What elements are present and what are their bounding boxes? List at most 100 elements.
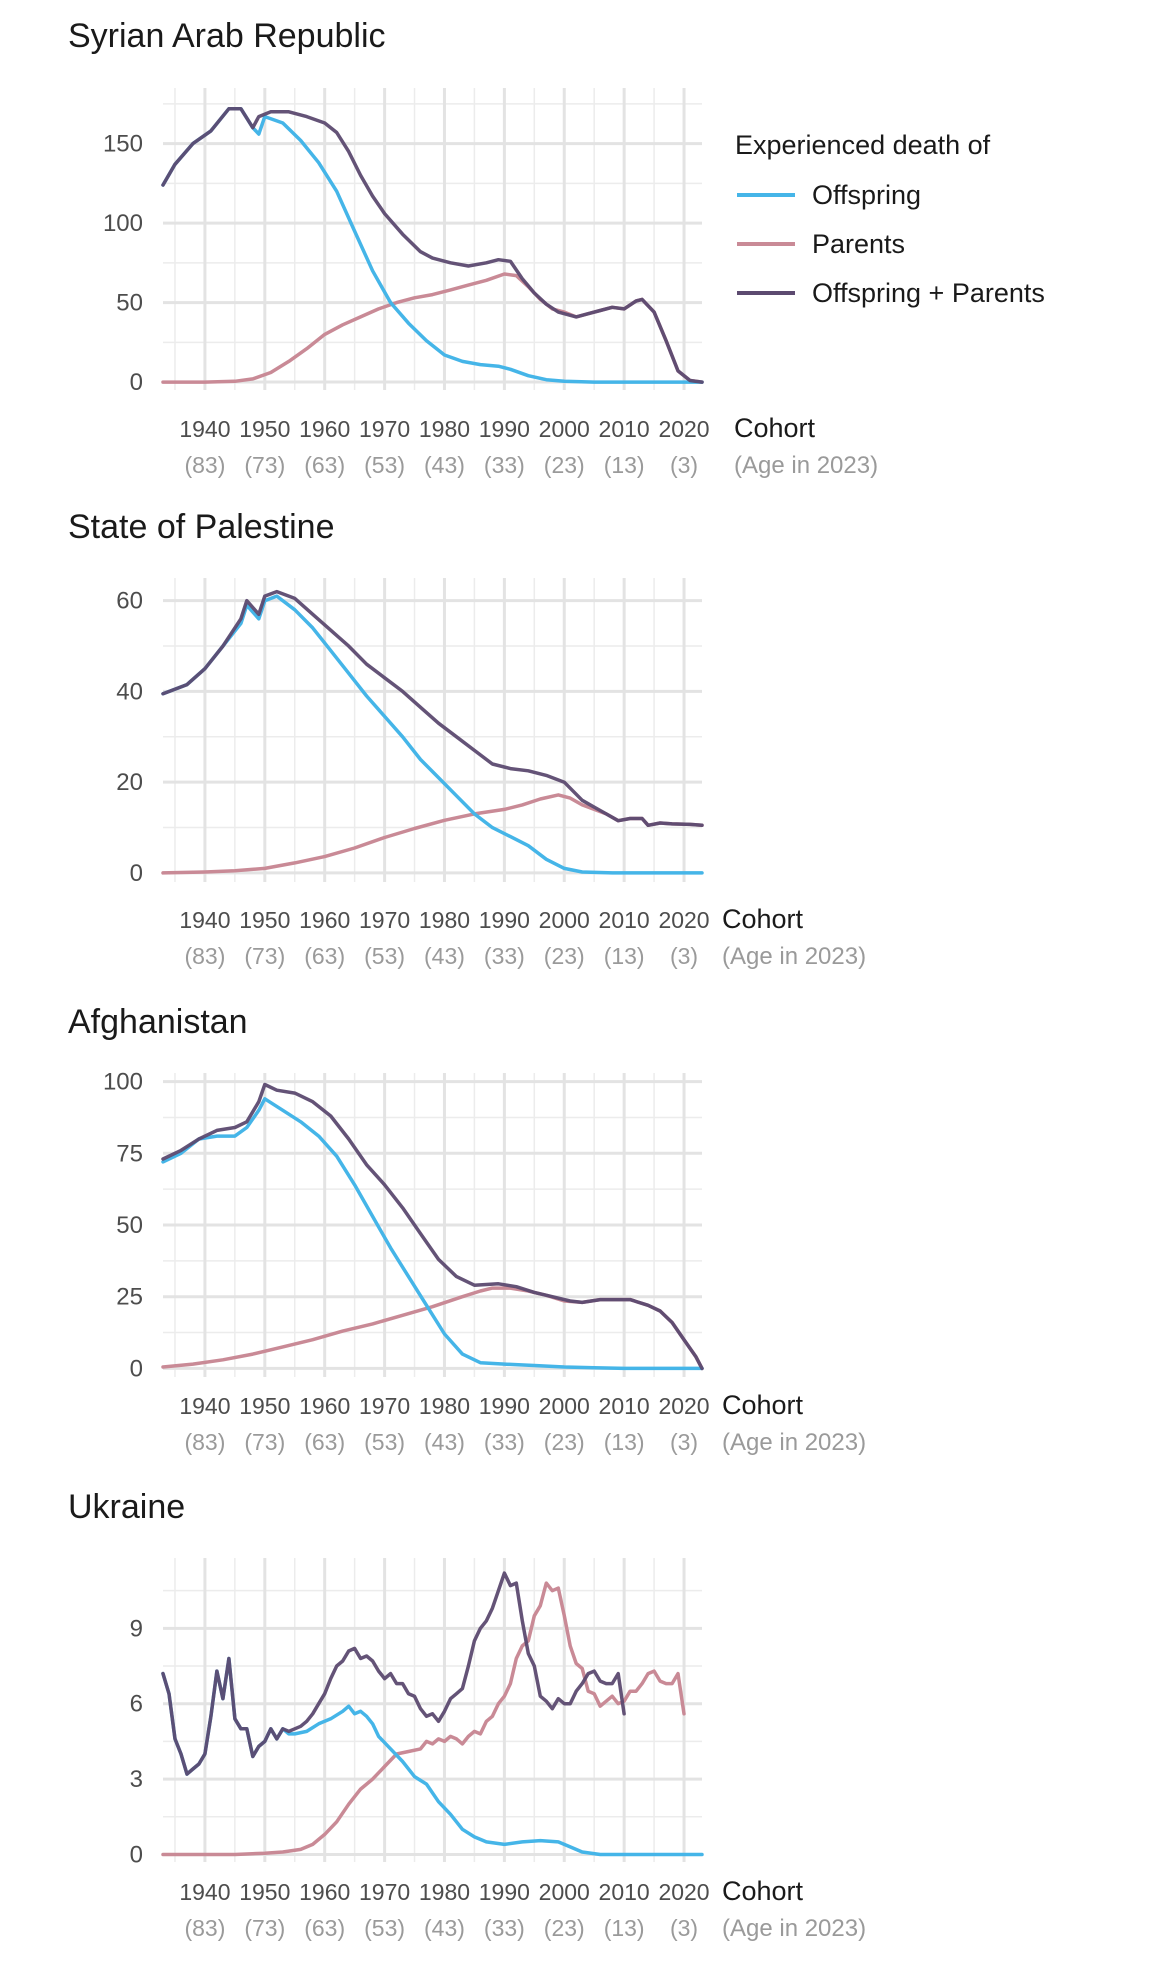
x-tick-label: 1940 [179, 907, 230, 933]
chart-title: Ukraine [68, 1488, 185, 1526]
age-axis-label: (Age in 2023) [722, 1429, 866, 1456]
x-tick-label: 2020 [658, 416, 709, 442]
age-tick-label: (53) [364, 452, 405, 478]
series-line-offspring-parents [161, 1571, 626, 1776]
chart-title: State of Palestine [68, 508, 335, 546]
series-line-offspring [161, 106, 704, 384]
series-line-parents [161, 272, 704, 384]
chart-panel-3: Afghanistan 0 25 50 75 100 1940 (83) 1950 (73) 196… [68, 1003, 866, 1456]
x-tick-label: 1960 [299, 416, 350, 442]
y-tick-label: 25 [116, 1284, 143, 1311]
age-axis-label: (Age in 2023) [722, 943, 866, 970]
series-line-offspring-parents [161, 106, 704, 384]
grid [163, 1558, 702, 1862]
age-tick-label: (83) [184, 1915, 225, 1941]
age-tick-label: (13) [604, 452, 645, 478]
age-tick-label: (23) [544, 1429, 585, 1455]
x-tick-label: 1980 [419, 1393, 470, 1419]
y-tick-label: 100 [103, 210, 143, 237]
y-tick-label: 50 [116, 1212, 143, 1239]
x-tick-label: 2000 [539, 416, 590, 442]
age-tick-label: (63) [304, 1429, 345, 1455]
legend-title: Experienced death of [735, 130, 991, 160]
age-tick-label: (73) [244, 452, 285, 478]
x-tick-label: 1970 [359, 1879, 410, 1905]
age-tick-label: (83) [184, 943, 225, 969]
x-tick-label: 1980 [419, 416, 470, 442]
age-tick-label: (3) [670, 943, 698, 969]
age-tick-label: (3) [670, 1915, 698, 1941]
age-tick-label: (13) [604, 1429, 645, 1455]
cohort-axis-label: Cohort [722, 1876, 804, 1906]
x-tick-label: 1940 [179, 1393, 230, 1419]
age-tick-label: (33) [484, 452, 525, 478]
x-tick-label: 1950 [239, 907, 290, 933]
age-tick-label: (23) [544, 452, 585, 478]
age-tick-label: (33) [484, 1429, 525, 1455]
x-tick-label: 1980 [419, 907, 470, 933]
x-tick-label: 1950 [239, 1879, 290, 1905]
grid [163, 1073, 702, 1377]
y-tick-label: 20 [116, 769, 143, 796]
age-axis-label: (Age in 2023) [722, 1915, 866, 1942]
y-tick-label: 40 [116, 678, 143, 705]
grid [163, 578, 702, 882]
y-tick-label: 3 [130, 1766, 143, 1793]
x-tick-label: 2010 [599, 1879, 650, 1905]
age-tick-label: (13) [604, 943, 645, 969]
age-tick-label: (83) [184, 452, 225, 478]
age-tick-label: (53) [364, 943, 405, 969]
y-tick-label: 60 [116, 588, 143, 615]
series-line-parents [161, 793, 704, 875]
age-tick-label: (43) [424, 1429, 465, 1455]
age-tick-label: (63) [304, 1915, 345, 1941]
cohort-axis-label: Cohort [722, 1390, 804, 1420]
chart-panel-1: Syrian Arab Republic 0 50 100 150 1940 (83) 195… [68, 17, 878, 479]
x-tick-label: 1940 [179, 416, 230, 442]
age-tick-label: (23) [544, 943, 585, 969]
x-tick-label: 1970 [359, 416, 410, 442]
age-tick-label: (3) [670, 1429, 698, 1455]
cohort-axis-label: Cohort [722, 904, 804, 934]
x-tick-label: 1990 [479, 416, 530, 442]
y-tick-label: 6 [130, 1691, 143, 1718]
series-line-offspring-parents [161, 1082, 704, 1371]
x-tick-label: 2020 [658, 907, 709, 933]
chart-title: Afghanistan [68, 1003, 248, 1041]
cohort-axis-label: Cohort [734, 413, 816, 443]
age-tick-label: (73) [244, 1915, 285, 1941]
age-tick-label: (53) [364, 1429, 405, 1455]
legend-label: Offspring + Parents [812, 278, 1045, 308]
x-tick-label: 2010 [599, 1393, 650, 1419]
x-tick-label: 1990 [479, 1879, 530, 1905]
y-tick-label: 0 [130, 369, 143, 396]
chart-panel-4: Ukraine 0 3 6 9 1940 (83) 1950 (73) 1960 (63) 1970 (… [68, 1488, 866, 1942]
y-tick-label: 50 [116, 290, 143, 317]
age-tick-label: (33) [484, 1915, 525, 1941]
age-tick-label: (43) [424, 943, 465, 969]
age-tick-label: (73) [244, 943, 285, 969]
series-line-offspring [161, 1097, 704, 1371]
x-tick-label: 2000 [539, 1879, 590, 1905]
x-tick-label: 2010 [599, 416, 650, 442]
age-tick-label: (53) [364, 1915, 405, 1941]
x-tick-label: 1960 [299, 1879, 350, 1905]
x-tick-label: 1990 [479, 907, 530, 933]
x-tick-label: 1970 [359, 907, 410, 933]
age-axis-label: (Age in 2023) [734, 452, 878, 479]
y-tick-label: 75 [116, 1140, 143, 1167]
chart-title: Syrian Arab Republic [68, 17, 386, 55]
y-tick-label: 9 [130, 1615, 143, 1642]
x-tick-label: 2000 [539, 907, 590, 933]
age-tick-label: (63) [304, 943, 345, 969]
y-tick-label: 0 [130, 1841, 143, 1868]
y-tick-label: 100 [103, 1069, 143, 1096]
series-line-offspring [161, 594, 704, 875]
chart-panel-2: State of Palestine 0 20 40 60 1940 (83) 1950 (73… [68, 508, 866, 970]
x-tick-label: 1970 [359, 1393, 410, 1419]
age-tick-label: (23) [544, 1915, 585, 1941]
age-tick-label: (83) [184, 1429, 225, 1455]
x-tick-label: 2020 [658, 1393, 709, 1419]
x-tick-label: 1990 [479, 1393, 530, 1419]
